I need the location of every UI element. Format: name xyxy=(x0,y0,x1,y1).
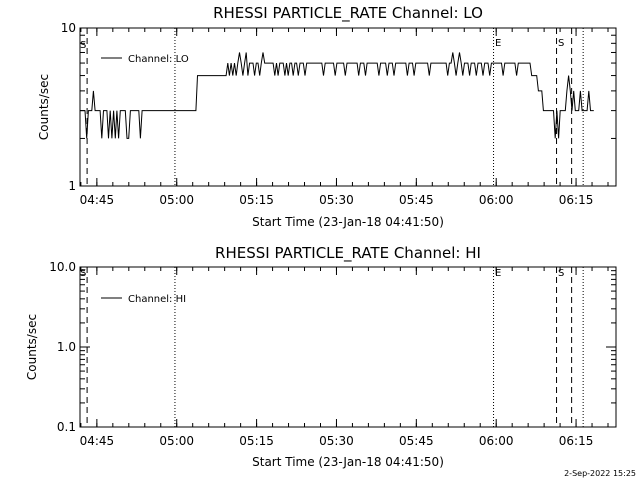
hi-annotation-e: E xyxy=(495,268,501,279)
lo-series xyxy=(80,52,594,139)
lo-x-axis-label: Start Time (23-Jan-18 04:41:50) xyxy=(252,215,444,229)
hi-legend-label: Channel: HI xyxy=(128,294,186,305)
lo-vlines xyxy=(86,28,584,186)
hi-y-tick-label: 10.0 xyxy=(49,260,76,274)
lo-series-line xyxy=(80,52,594,139)
lo-annotation-e: E xyxy=(495,38,501,49)
hi-y-axis-label: Counts/sec xyxy=(25,314,39,380)
lo-legend-label: Channel: LO xyxy=(128,54,189,65)
hi-chart-title: RHESSI PARTICLE_RATE Channel: HI xyxy=(215,244,481,263)
hi-x-tick-label: 04:45 xyxy=(80,434,115,448)
hi-x-tick-label: 05:00 xyxy=(159,434,194,448)
hi-x-tick-label: 05:30 xyxy=(319,434,354,448)
hi-annotation-s1: S xyxy=(80,268,86,279)
hi-y-tick-label: 1.0 xyxy=(57,340,76,354)
hi-x-tick-label: 06:15 xyxy=(559,434,594,448)
lo-y-tick-label: 10 xyxy=(61,21,76,35)
lo-chart-title: RHESSI PARTICLE_RATE Channel: LO xyxy=(213,4,483,23)
hi-vlines xyxy=(86,267,584,427)
hi-channel-panel: RHESSI PARTICLE_RATE Channel: HI Counts/… xyxy=(25,244,617,469)
lo-y-tick-label: 1 xyxy=(68,179,76,193)
hi-ticks: 04:45 05:00 05:15 05:30 05:45 06:00 06:15 0.1 1.… xyxy=(49,260,616,448)
hi-annotation-s2: S xyxy=(558,268,564,279)
hi-x-tick-label: 05:45 xyxy=(399,434,434,448)
hi-x-tick-label: 05:15 xyxy=(239,434,274,448)
lo-channel-panel: RHESSI PARTICLE_RATE Channel: LO Counts/… xyxy=(37,4,617,229)
date-stamp: 2-Sep-2022 15:25 xyxy=(564,469,636,478)
lo-x-tick-label: 05:45 xyxy=(399,193,434,207)
lo-annotation-s1: S xyxy=(80,40,86,51)
lo-x-tick-label: 04:45 xyxy=(80,193,115,207)
hi-x-tick-label: 06:00 xyxy=(479,434,514,448)
lo-y-axis-label: Counts/sec xyxy=(37,74,51,140)
hi-y-tick-label: 0.1 xyxy=(57,420,76,434)
lo-x-tick-label: 05:15 xyxy=(239,193,274,207)
hi-plot-frame xyxy=(79,266,617,428)
lo-annotation-s2: S xyxy=(558,38,564,49)
lo-x-tick-label: 06:15 xyxy=(559,193,594,207)
lo-ticks: 04:45 05:00 05:15 05:30 05:45 06:00 06:15 1 10 xyxy=(61,21,616,207)
lo-plot-frame xyxy=(79,27,617,187)
lo-x-tick-label: 05:00 xyxy=(159,193,194,207)
hi-x-axis-label: Start Time (23-Jan-18 04:41:50) xyxy=(252,455,444,469)
lo-x-tick-label: 06:00 xyxy=(479,193,514,207)
lo-x-tick-label: 05:30 xyxy=(319,193,354,207)
